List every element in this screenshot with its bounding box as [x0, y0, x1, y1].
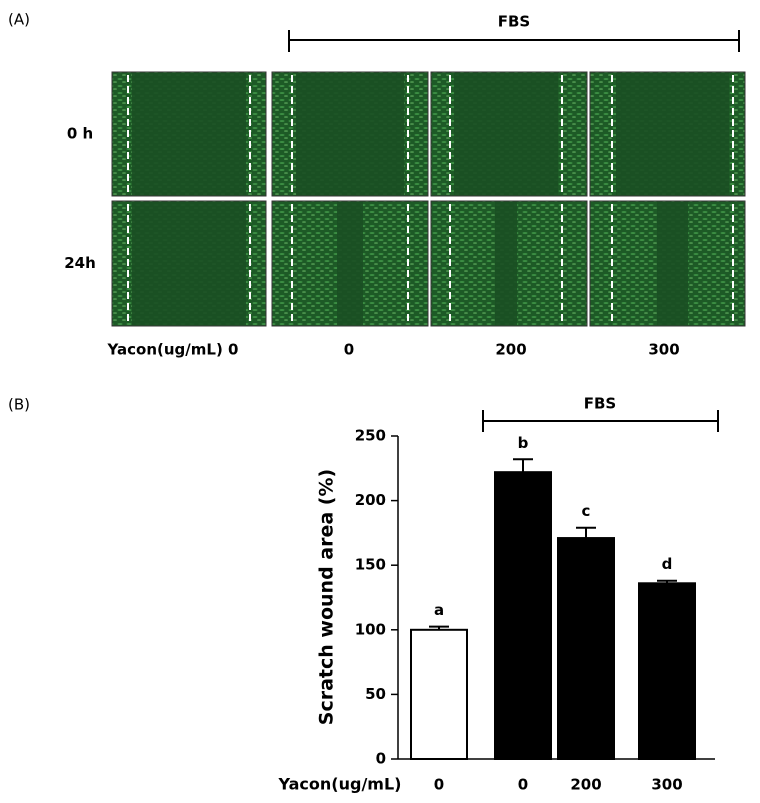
x-tick-label: 0 — [518, 776, 528, 794]
x-tick-label: 0 — [434, 776, 444, 794]
column-label: 200 — [495, 341, 526, 359]
y-tick-label: 200 — [355, 491, 386, 509]
column-label: 300 — [648, 341, 679, 359]
bracket-label: FBS — [584, 395, 616, 413]
wound-gap — [495, 202, 517, 325]
x-tick-label: 300 — [651, 776, 682, 794]
row-label: 24h — [64, 254, 96, 272]
chart: (B) FBS Scratch wound area (%) Yacon(ug/… — [8, 395, 719, 794]
y-tick-label: 100 — [355, 620, 386, 638]
y-axis-title: Scratch wound area (%) — [316, 469, 338, 725]
y-tick-label: 0 — [376, 750, 386, 768]
wound-gap — [616, 73, 729, 195]
row-label: 0 h — [67, 125, 93, 143]
significance-label: b — [518, 434, 529, 452]
x-tick-label: 200 — [570, 776, 601, 794]
treatment-label: FBS — [498, 13, 530, 31]
bar — [494, 471, 552, 760]
column-label: Yacon(ug/mL) 0 — [107, 341, 239, 359]
bar — [557, 537, 615, 760]
significance-label: d — [662, 555, 673, 573]
y-tick-label: 150 — [355, 556, 386, 574]
wound-gap — [132, 73, 246, 195]
micrographs: 0 h 24h Yacon(ug/mL) 0 0 200 300 — [64, 71, 746, 359]
wound-gap — [337, 202, 363, 325]
wound-gap — [454, 73, 558, 195]
panel-label: (A) — [8, 11, 30, 29]
significance-label: c — [582, 502, 591, 520]
wound-gap — [132, 202, 246, 325]
significance-label: a — [434, 601, 444, 619]
column-label: 0 — [344, 341, 354, 359]
y-tick-label: 50 — [365, 685, 386, 703]
bar — [638, 582, 696, 761]
wound-gap — [296, 73, 404, 195]
y-tick-label: 250 — [355, 427, 386, 445]
x-axis-title: Yacon(ug/mL) — [278, 775, 402, 794]
bar — [410, 628, 468, 760]
wound-gap — [657, 202, 688, 325]
panel-label: (B) — [8, 396, 30, 414]
